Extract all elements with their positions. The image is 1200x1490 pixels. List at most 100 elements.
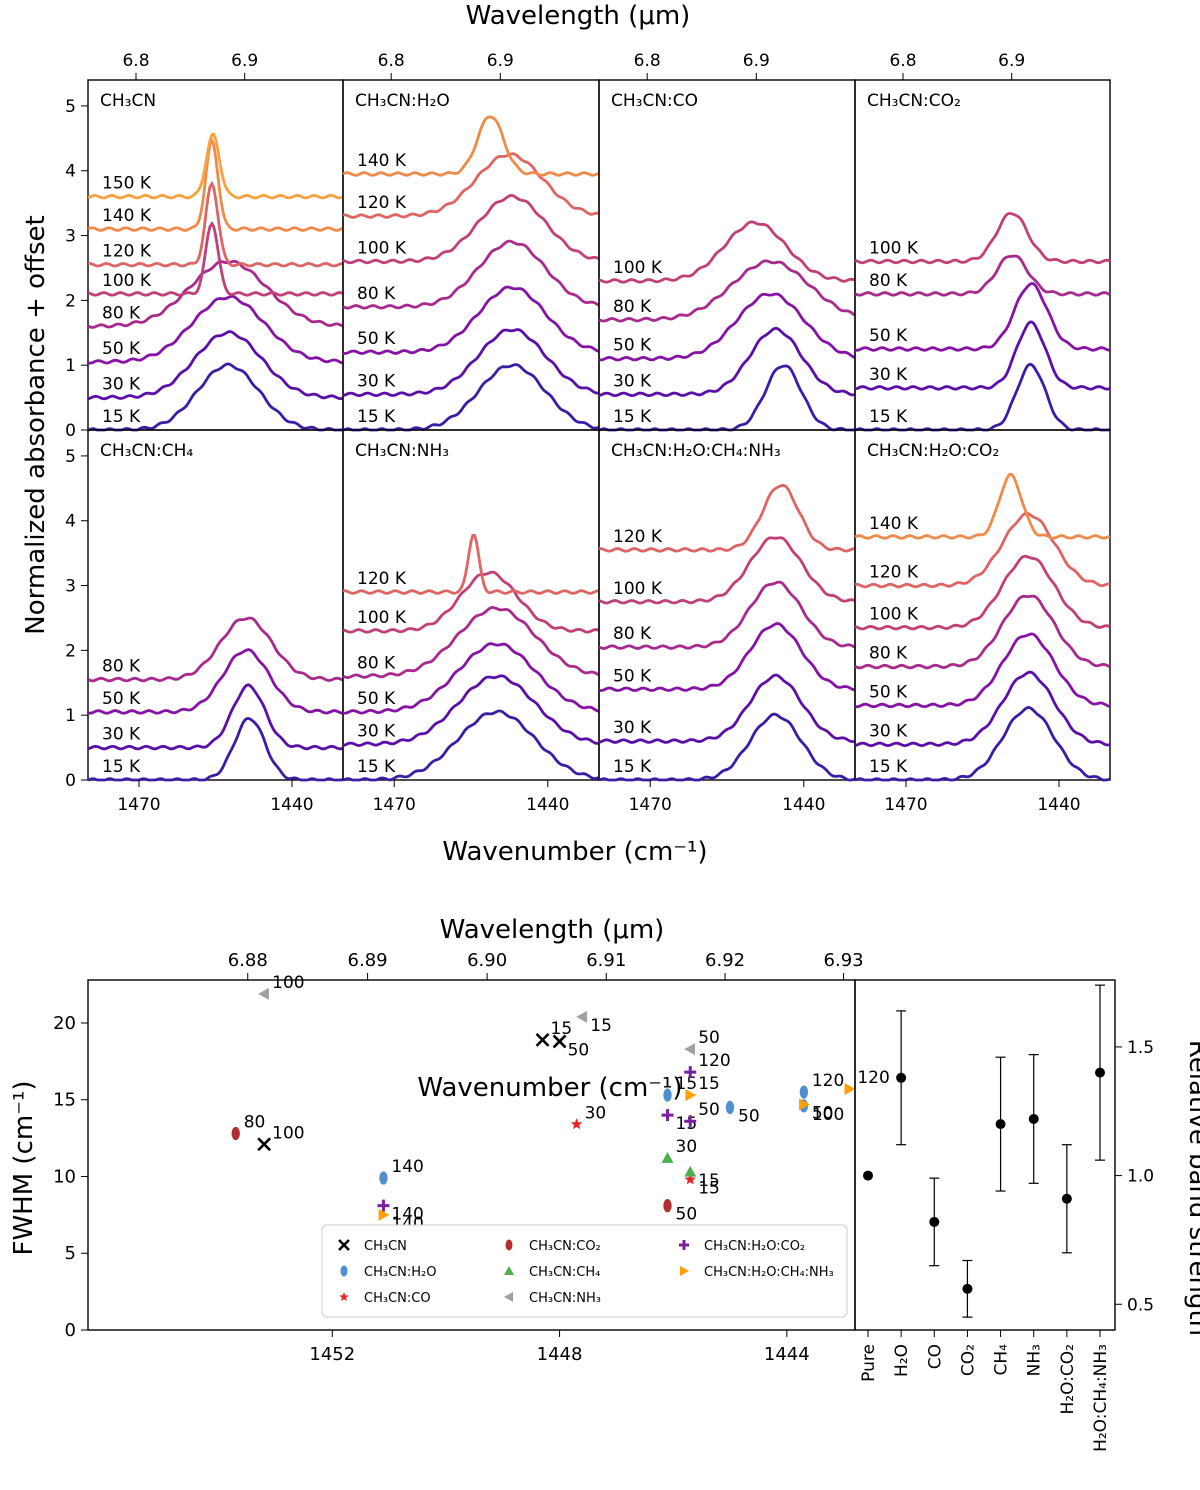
x-tick-label: 1470 <box>117 795 160 815</box>
spectra-panel: CH₃CN:CO 15 K 30 K 50 K 80 K 100 K 6.8 6.9 <box>598 51 856 432</box>
point-label: 50 <box>738 1106 760 1126</box>
spectrum-line <box>87 648 344 715</box>
fwhm-y-axis-label: FWHM (cm⁻¹) <box>9 1081 39 1256</box>
x-tick-label: 1440 <box>782 795 825 815</box>
temperature-label: 120 K <box>102 242 152 262</box>
point-label: 50 <box>568 1040 590 1060</box>
marker-plus <box>684 1115 697 1128</box>
y-tick-label: 20 <box>53 1013 76 1034</box>
point-label: 120 <box>812 1071 844 1091</box>
temperature-label: 140 K <box>102 206 152 226</box>
marker-ellipse <box>799 1085 809 1099</box>
temperature-label: 50 K <box>613 336 652 356</box>
marker-triangle-right <box>680 1266 689 1276</box>
temperature-label: 30 K <box>357 371 396 391</box>
marker-plus <box>377 1199 390 1212</box>
marker-triangle <box>661 1152 674 1163</box>
strength-point <box>1095 1067 1105 1078</box>
spectrum-line <box>342 605 600 679</box>
category-label: H₂O <box>892 1344 912 1377</box>
panel-label: CH₃CN:NH₃ <box>355 441 449 461</box>
x-tick-label: 1470 <box>884 795 927 815</box>
point-label: 30 <box>676 1137 698 1157</box>
marker-triangle-left <box>504 1292 513 1302</box>
spectrum-line <box>87 716 344 782</box>
marker-x <box>552 1034 567 1049</box>
temperature-label: 50 K <box>613 666 652 686</box>
x-tick-label: 1470 <box>373 795 416 815</box>
temperature-label: 150 K <box>102 174 152 194</box>
point-label: 15 <box>698 1179 720 1199</box>
panel-label: CH₃CN:H₂O:CO₂ <box>867 441 999 461</box>
temperature-label: 100 K <box>357 238 407 258</box>
point-label: 50 <box>698 1028 720 1048</box>
marker-plus <box>684 1066 697 1079</box>
point-label: 100 <box>812 1105 844 1125</box>
point-label: 120 <box>698 1051 730 1071</box>
marker-plus <box>679 1240 689 1250</box>
temperature-label: 50 K <box>869 682 908 702</box>
spectrum-line <box>598 220 856 284</box>
spectrum-line <box>342 709 600 782</box>
temperature-label: 120 K <box>869 563 919 583</box>
temperature-label: 30 K <box>869 365 908 385</box>
spectrum-line <box>342 285 600 355</box>
y-tick-label: 1.5 <box>1127 1038 1154 1058</box>
point-label: 140 <box>391 1157 423 1177</box>
y-tick-label: 0.5 <box>1127 1295 1154 1315</box>
marker-x <box>257 1137 272 1152</box>
spectrum-line <box>854 594 1111 670</box>
point-label: 100 <box>272 1123 304 1143</box>
temperature-label: 15 K <box>869 757 908 777</box>
temperature-label: 100 K <box>869 605 919 625</box>
top-tick-label: 6.9 <box>231 51 258 71</box>
temperature-label: 15 K <box>869 407 908 427</box>
panel-label: CH₃CN:H₂O <box>355 91 450 111</box>
spectrum-line <box>87 180 344 268</box>
top-tick-label: 6.9 <box>998 51 1025 71</box>
spectrum-line <box>854 511 1110 589</box>
y-tick-label: 2 <box>65 641 76 661</box>
y-tick-label: 2 <box>65 291 76 311</box>
marker-triangle-left <box>684 1043 696 1056</box>
point-label: 30 <box>585 1103 607 1123</box>
temperature-label: 100 K <box>102 271 152 291</box>
temperature-label: 15 K <box>102 407 141 427</box>
point-label: 15 <box>676 1114 698 1134</box>
temperature-label: 50 K <box>102 689 141 709</box>
marker-ellipse <box>663 1199 672 1213</box>
top-tick-label: 6.92 <box>705 950 745 971</box>
temperature-label: 80 K <box>102 657 141 677</box>
strength-point <box>929 1216 940 1227</box>
marker-triangle-right <box>799 1098 810 1111</box>
strength-point <box>962 1283 973 1294</box>
spectrum-line <box>342 115 600 177</box>
marker-ellipse <box>340 1265 348 1277</box>
top-x-axis-label: Wavenumber (cm⁻¹) <box>442 837 707 867</box>
marker-triangle-right <box>844 1082 856 1095</box>
y-tick-label: 4 <box>65 512 76 532</box>
scatter-series: 80 50 <box>231 1113 697 1225</box>
panel-frame <box>854 429 1111 781</box>
top-tick-label: 6.8 <box>634 51 661 71</box>
y-tick-label: 10 <box>53 1166 76 1187</box>
top-y-axis-label: Normalized absorbance + offset <box>21 215 51 634</box>
bottom-wavelength-label: Wavelength (μm) <box>440 915 665 945</box>
temperature-label: 30 K <box>613 371 652 391</box>
spectrum-line <box>87 259 344 329</box>
spectrum-line <box>87 683 344 751</box>
category-label: CO <box>925 1344 945 1369</box>
spectrum-line <box>854 670 1111 748</box>
temperature-label: 140 K <box>357 151 407 171</box>
y-tick-label: 0 <box>65 421 76 441</box>
temperature-label: 80 K <box>869 271 908 291</box>
strength-point <box>863 1170 873 1181</box>
top-tick-label: 6.90 <box>467 950 507 971</box>
spectrum-line <box>854 705 1111 782</box>
legend-entry: CH₃CN:CH₄ <box>529 1265 600 1280</box>
spectrum-line <box>342 674 600 747</box>
spectrum-line <box>342 570 600 634</box>
spectrum-line <box>87 616 344 683</box>
